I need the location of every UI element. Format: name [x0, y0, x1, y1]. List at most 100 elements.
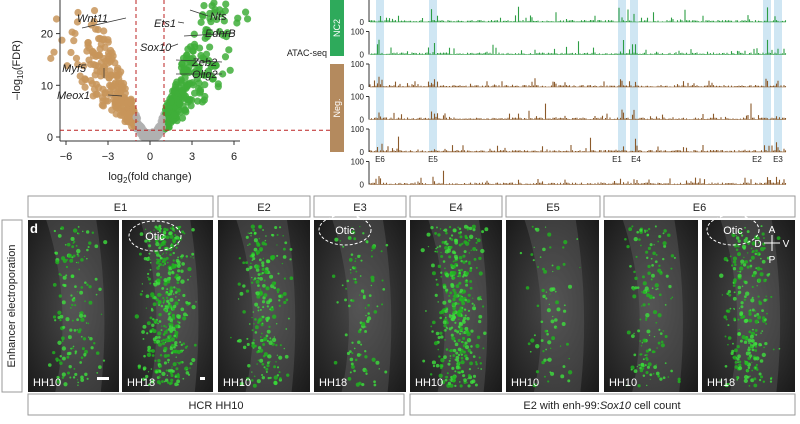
gfp-signal: [677, 377, 681, 381]
gfp-signal: [550, 319, 555, 324]
gfp-signal: [664, 334, 668, 339]
gfp-signal: [158, 376, 161, 379]
gfp-signal: [359, 225, 361, 228]
gfp-signal: [448, 255, 452, 259]
gfp-signal: [468, 226, 473, 231]
gfp-signal: [470, 345, 473, 348]
gfp-signal: [61, 336, 65, 341]
gfp-signal: [159, 370, 162, 374]
gfp-signal: [727, 324, 730, 327]
gfp-signal: [184, 366, 189, 371]
gfp-signal: [475, 241, 478, 244]
gfp-signal: [440, 271, 443, 274]
gfp-signal: [83, 256, 86, 258]
gfp-signal: [172, 304, 177, 309]
bottom-header-text: HCR HH10: [188, 400, 243, 412]
gfp-signal: [148, 244, 152, 248]
gfp-signal: [750, 255, 755, 260]
gfp-signal: [167, 339, 170, 343]
gfp-signal: [468, 368, 472, 371]
gfp-signal: [171, 314, 174, 317]
gfp-signal: [361, 322, 366, 327]
gfp-signal: [652, 296, 655, 299]
gfp-signal: [142, 377, 146, 381]
gfp-signal: [546, 308, 551, 313]
gfp-signal: [238, 257, 241, 260]
gfp-signal: [245, 289, 250, 293]
gfp-signal: [547, 357, 552, 362]
gfp-signal: [271, 233, 275, 237]
gene-pointer: [189, 9, 209, 17]
gfp-signal: [237, 298, 240, 300]
gfp-signal: [169, 329, 174, 333]
gfp-signal: [155, 370, 158, 374]
gfp-signal: [554, 290, 557, 293]
gfp-signal: [651, 273, 655, 278]
gfp-signal: [452, 348, 457, 353]
gfp-signal: [629, 264, 632, 268]
gfp-signal: [344, 333, 348, 337]
gfp-signal: [370, 275, 375, 280]
bottom-header-text: E2 with enh-99:Sox10 cell count: [523, 400, 680, 412]
gfp-signal: [365, 326, 367, 328]
gfp-signal: [758, 342, 762, 347]
gfp-signal: [364, 350, 367, 353]
gfp-signal: [88, 241, 92, 245]
gfp-signal: [475, 343, 480, 349]
gfp-signal: [481, 305, 485, 308]
gfp-signal: [450, 263, 453, 267]
gfp-signal: [732, 284, 736, 287]
gfp-signal: [466, 228, 470, 231]
gfp-signal: [69, 328, 73, 332]
gfp-signal: [278, 304, 281, 308]
gfp-signal: [430, 226, 434, 230]
gfp-signal: [68, 351, 72, 355]
gfp-signal: [259, 336, 262, 338]
gfp-signal: [462, 378, 465, 381]
gfp-signal: [157, 335, 161, 339]
gfp-signal: [731, 264, 734, 267]
gfp-signal: [458, 255, 463, 260]
gfp-signal: [80, 378, 85, 382]
gfp-signal: [725, 309, 729, 313]
gfp-signal: [266, 339, 270, 343]
volcano-point: [197, 18, 205, 26]
gfp-signal: [745, 291, 750, 296]
gfp-signal: [542, 294, 546, 299]
gfp-signal: [736, 344, 740, 349]
gfp-signal: [151, 349, 155, 353]
gfp-signal: [449, 357, 452, 360]
gfp-signal: [269, 274, 274, 279]
gfp-signal: [80, 335, 83, 338]
gfp-signal: [435, 250, 439, 253]
gfp-signal: [84, 372, 88, 377]
gfp-signal: [738, 328, 740, 331]
gfp-signal: [457, 353, 461, 357]
gfp-signal: [154, 280, 157, 283]
gfp-signal: [761, 232, 765, 236]
gfp-signal: [579, 266, 581, 269]
gfp-signal: [168, 304, 172, 308]
gfp-signal: [437, 264, 442, 269]
volcano-point: [107, 72, 115, 80]
gfp-signal: [161, 341, 166, 346]
gfp-signal: [778, 347, 781, 350]
gfp-signal: [245, 261, 249, 265]
gfp-signal: [149, 330, 153, 333]
gfp-signal: [754, 319, 759, 324]
gfp-signal: [86, 377, 89, 380]
gfp-signal: [759, 359, 764, 363]
gfp-signal: [376, 305, 379, 308]
gfp-signal: [638, 238, 641, 241]
volcano-point: [158, 119, 166, 127]
gfp-signal: [158, 246, 161, 250]
volcano-point: [90, 6, 99, 15]
gfp-signal: [760, 257, 762, 260]
gfp-signal: [443, 329, 445, 332]
gfp-signal: [437, 233, 441, 237]
gfp-signal: [480, 248, 485, 254]
gfp-signal: [466, 316, 470, 321]
gfp-signal: [648, 348, 652, 352]
volcano-point: [190, 30, 198, 38]
gfp-signal: [273, 336, 276, 338]
